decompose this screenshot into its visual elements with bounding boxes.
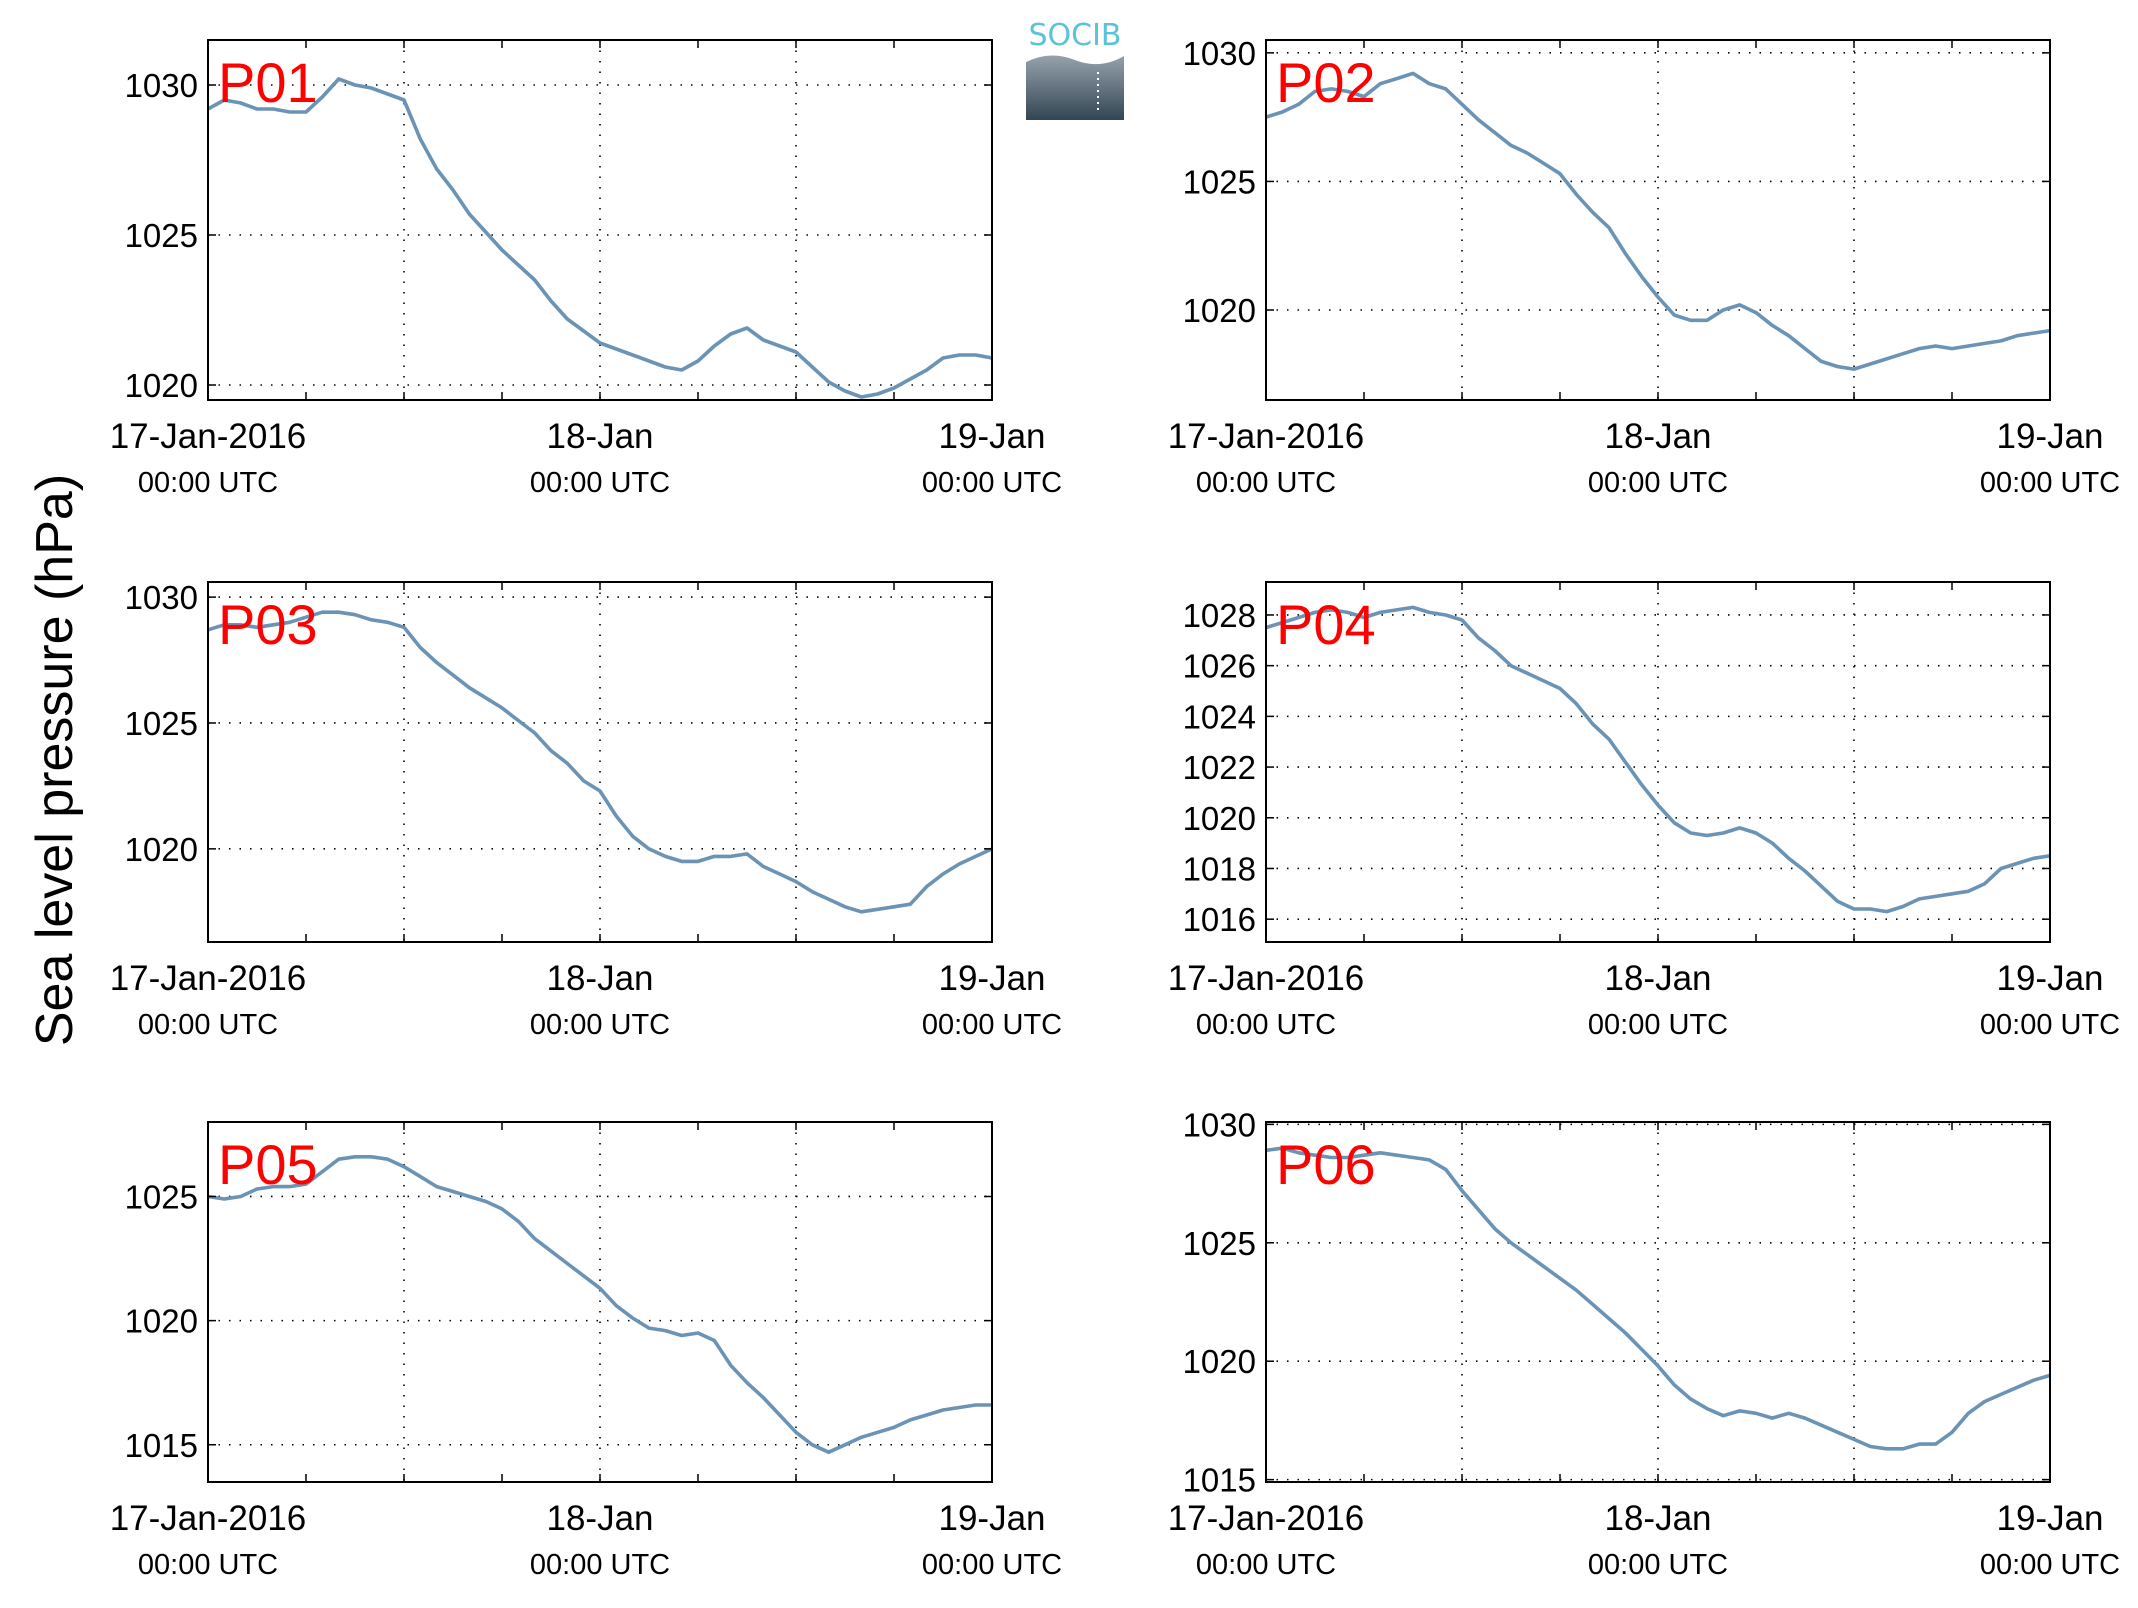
axes-frame [1265,39,2051,401]
y-axis-label: Sea level pressure (hPa) [26,474,84,1046]
x-tick-sublabel: 00:00 UTC [1588,467,1728,499]
y-tick-label: 1025 [125,705,198,742]
panel-p05: 1015 1020 1025 17-Jan-2016 00:00 UTC 18-Jan 00… [110,1121,1062,1581]
panel-p03: 1020 1025 1030 17-Jan-2016 00:00 UTC 18-Jan 00… [110,579,1062,1041]
y-tick-label: 1015 [1183,1462,1256,1499]
y-tick-label: 1020 [125,367,198,404]
panel-p02: 1020 1025 1030 17-Jan-2016 00:00 UTC 18-Jan 00… [1168,35,2120,499]
x-tick-sublabel: 00:00 UTC [1196,467,1336,499]
x-tick-sublabel: 00:00 UTC [138,1549,278,1581]
axes-frame [1265,581,2051,943]
x-tick-sublabel: 00:00 UTC [138,1009,278,1041]
x-tick-sublabel: 00:00 UTC [530,467,670,499]
y-tick-label: 1020 [1183,800,1256,837]
y-tick-label: 1030 [1183,1106,1256,1143]
x-tick-label: 19-Jan [938,1499,1045,1538]
y-tick-label: 1030 [125,67,198,104]
x-tick-label: 18-Jan [546,959,653,998]
logo-text: SOCIB [1028,18,1121,53]
x-tick-sublabel: 00:00 UTC [1980,1549,2120,1581]
axes-frame [207,581,993,943]
x-tick-label: 19-Jan [1996,959,2103,998]
y-tick-label: 1025 [1183,163,1256,200]
panel-label-p02: P02 [1276,51,1376,114]
pressure-line-p05 [207,1155,992,1454]
x-tick-sublabel: 00:00 UTC [530,1549,670,1581]
x-tick-label: 19-Jan [938,417,1045,456]
x-tick-label: 19-Jan [1996,417,2103,456]
logo-wave [1026,44,1124,65]
y-tick-label: 1025 [125,217,198,254]
panel-label-p04: P04 [1276,593,1376,656]
y-tick-label: 1015 [125,1427,198,1464]
x-tick-sublabel: 00:00 UTC [922,467,1062,499]
y-tick-label: 1030 [1183,35,1256,72]
x-tick-sublabel: 00:00 UTC [1980,1009,2120,1041]
y-tick-label: 1020 [125,831,198,868]
y-tick-label: 1024 [1183,698,1256,735]
x-tick-sublabel: 00:00 UTC [922,1009,1062,1041]
axes-frame [1265,1121,2051,1483]
pressure-line-p02 [1265,71,2051,371]
pressure-line-p04 [1265,605,2051,914]
x-tick-label: 19-Jan [938,959,1045,998]
panel-p01: 1020 1025 1030 17-Jan-2016 00:00 UTC 18-Jan 00… [110,39,1062,499]
y-tick-label: 1018 [1183,850,1256,887]
x-tick-sublabel: 00:00 UTC [1980,467,2120,499]
y-tick-label: 1030 [125,579,198,616]
panel-label-p01: P01 [218,51,318,114]
x-tick-sublabel: 00:00 UTC [1196,1009,1336,1041]
x-tick-label: 18-Jan [1604,417,1711,456]
x-tick-label: 17-Jan-2016 [110,959,307,998]
x-tick-sublabel: 00:00 UTC [1196,1549,1336,1581]
x-tick-label: 17-Jan-2016 [1168,1499,1365,1538]
y-tick-label: 1026 [1183,648,1256,685]
x-tick-sublabel: 00:00 UTC [530,1009,670,1041]
y-tick-label: 1016 [1183,901,1256,938]
x-tick-sublabel: 00:00 UTC [1588,1549,1728,1581]
x-tick-label: 18-Jan [1604,1499,1711,1538]
x-tick-label: 17-Jan-2016 [110,417,307,456]
x-tick-label: 17-Jan-2016 [110,1499,307,1538]
x-tick-sublabel: 00:00 UTC [138,467,278,499]
x-tick-label: 18-Jan [546,1499,653,1538]
y-tick-label: 1025 [1183,1225,1256,1262]
y-tick-label: 1020 [125,1303,198,1340]
y-tick-label: 1020 [1183,1343,1256,1380]
panel-label-p06: P06 [1276,1133,1376,1196]
socib-logo: SOCIB [1026,18,1124,120]
x-tick-sublabel: 00:00 UTC [922,1549,1062,1581]
panel-p06: 1015 1020 1025 1030 17-Jan-2016 00:00 UTC 18-J… [1168,1106,2120,1581]
axes-frame [207,39,993,401]
x-tick-label: 18-Jan [1604,959,1711,998]
y-tick-label: 1025 [125,1178,198,1215]
y-tick-label: 1028 [1183,597,1256,634]
pressure-line-p01 [207,77,993,399]
y-tick-label: 1022 [1183,749,1256,786]
axes-frame [207,1121,993,1483]
x-tick-label: 19-Jan [1996,1499,2103,1538]
panel-p04: 1016 1018 1020 1022 1024 1026 1028 17-Jan-2016 0… [1168,581,2120,1041]
panel-label-p05: P05 [218,1133,318,1196]
panels: 1020 1025 1030 17-Jan-2016 00:00 UTC 18-Jan 00… [110,35,2120,1581]
x-tick-label: 18-Jan [546,417,653,456]
x-tick-label: 17-Jan-2016 [1168,959,1365,998]
x-tick-sublabel: 00:00 UTC [1588,1009,1728,1041]
panel-label-p03: P03 [218,593,318,656]
pressure-line-p03 [207,610,993,914]
pressure-line-p06 [1265,1146,2051,1451]
y-tick-label: 1020 [1183,292,1256,329]
x-tick-label: 17-Jan-2016 [1168,417,1365,456]
